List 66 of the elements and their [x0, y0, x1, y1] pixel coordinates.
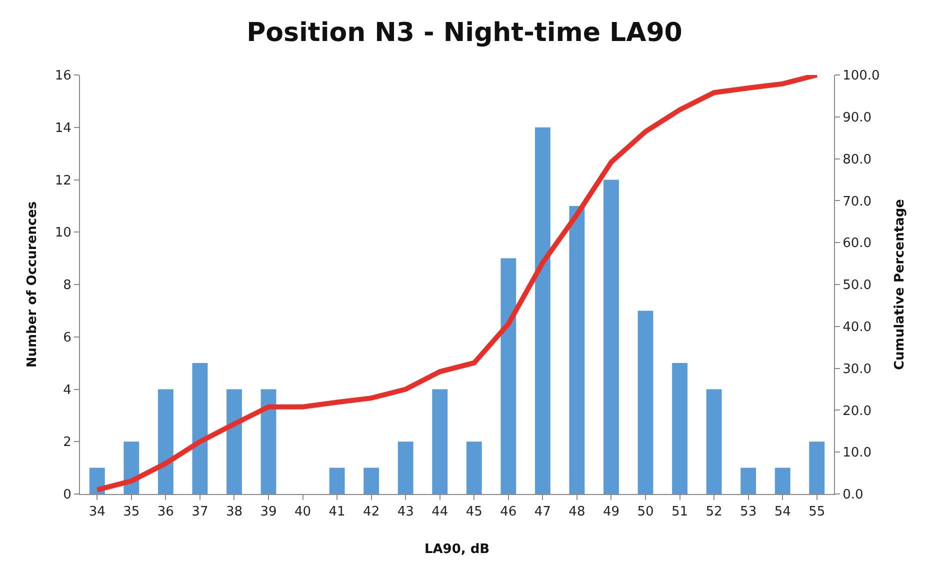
bar: [329, 468, 345, 494]
bar: [192, 363, 208, 494]
x-tick-label: 51: [671, 504, 688, 520]
y-tick-label: 14: [54, 120, 72, 136]
y2-axis-title: Cumulative Percentage: [892, 198, 908, 370]
x-axis-title: LA90, dB: [424, 542, 490, 558]
x-tick-label: 39: [260, 504, 277, 520]
bar: [466, 442, 482, 494]
y2-tick-label: 80.0: [842, 152, 872, 168]
x-tick-label: 46: [500, 504, 517, 520]
bar: [774, 468, 790, 494]
y2-tick-label: 30.0: [842, 362, 872, 377]
x-tick-label: 53: [740, 504, 757, 520]
bar: [809, 442, 825, 494]
x-tick-label: 54: [774, 504, 791, 520]
y2-tick-label: 60.0: [842, 236, 872, 252]
bar: [534, 127, 550, 494]
y2-tick-label: 90.0: [842, 110, 872, 126]
x-tick-label: 48: [568, 504, 586, 520]
y-tick-label: 2: [63, 435, 72, 450]
y-tick-label: 6: [63, 330, 72, 346]
y2-tick-label: 10.0: [842, 446, 872, 461]
y2-tick-label: 70.0: [842, 194, 872, 210]
x-tick-label: 42: [363, 504, 380, 520]
x-tick-label: 44: [432, 504, 448, 520]
x-tick-label: 52: [706, 504, 722, 520]
bar: [740, 468, 756, 494]
y2-tick-label: 0.0: [842, 488, 864, 503]
y-tick-label: 12: [54, 173, 72, 188]
y-tick-label: 16: [54, 68, 72, 84]
y-tick-label: 0: [63, 488, 72, 503]
y-tick-label: 10: [54, 226, 72, 241]
x-tick-label: 40: [294, 504, 312, 520]
x-tick-label: 34: [88, 504, 106, 520]
y-tick-label: 4: [63, 382, 72, 398]
bar: [89, 468, 105, 494]
bar: [260, 389, 276, 494]
bar: [706, 389, 722, 494]
x-tick-label: 35: [123, 504, 140, 520]
bar: [500, 258, 516, 494]
x-tick-label: 41: [328, 504, 346, 520]
bar: [569, 206, 585, 494]
y2-tick-label: 100.0: [842, 68, 880, 84]
y2-tick-label: 40.0: [842, 320, 872, 335]
bar: [432, 389, 448, 494]
y-axis-title: Number of Occurences: [24, 201, 40, 368]
x-tick-label: 47: [534, 504, 551, 520]
x-tick-label: 38: [226, 504, 243, 520]
x-tick-label: 37: [192, 504, 208, 520]
x-tick-label: 49: [602, 504, 620, 520]
x-tick-label: 36: [157, 504, 174, 520]
x-tick-label: 45: [466, 504, 482, 520]
bar: [398, 442, 414, 494]
chart-title: Position N3 - Night-time LA90: [246, 18, 682, 48]
bar: [364, 468, 380, 494]
bar: [672, 363, 688, 494]
bar: [604, 180, 619, 494]
bar: [158, 389, 174, 494]
x-tick-label: 55: [808, 504, 826, 520]
x-tick-label: 43: [397, 504, 414, 520]
x-tick-label: 50: [637, 504, 654, 520]
y2-tick-label: 20.0: [842, 404, 872, 419]
y2-tick-label: 50.0: [842, 278, 872, 294]
bar: [638, 310, 654, 494]
bar: [226, 389, 242, 494]
y-tick-label: 8: [63, 278, 72, 294]
